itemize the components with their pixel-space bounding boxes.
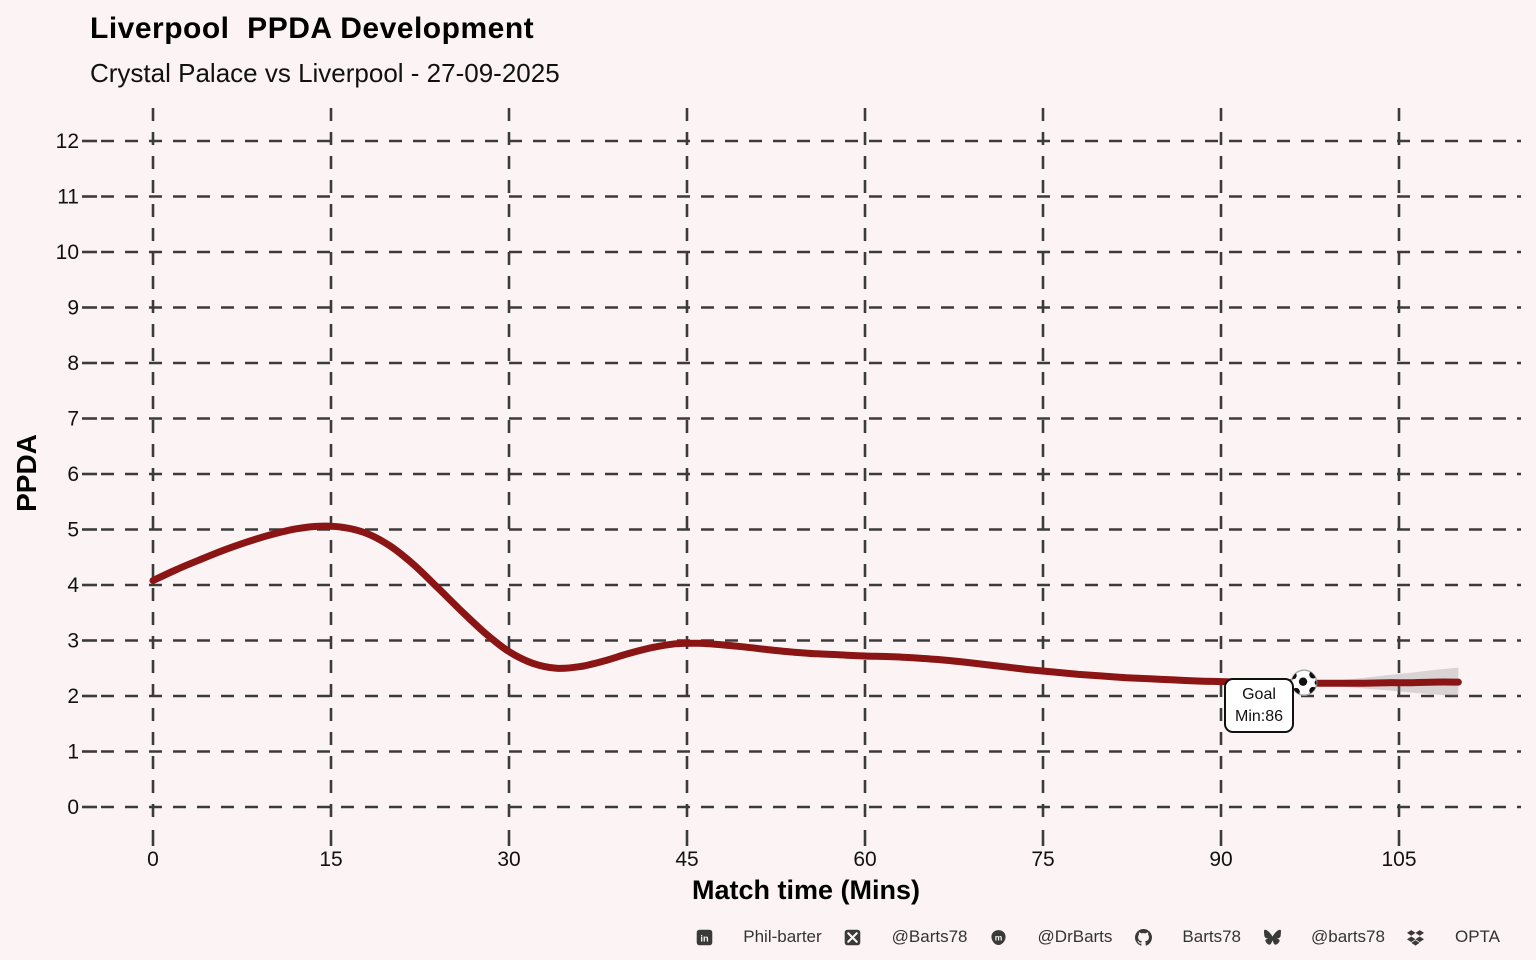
y-tick-label: 10 — [56, 241, 79, 264]
y-tick-label: 7 — [67, 408, 79, 431]
y-tick-label: 6 — [67, 463, 79, 486]
y-tick-label: 2 — [67, 685, 79, 708]
x-axis-label: Match time (Mins) — [691, 875, 921, 905]
soccer-ball-icon — [1290, 669, 1318, 696]
x-tick-label: 45 — [675, 848, 698, 871]
x-tick-label: 15 — [319, 848, 342, 871]
dropbox-icon — [1407, 928, 1425, 946]
x-tick-label: 0 — [147, 848, 159, 871]
x-tick-label: 60 — [853, 848, 876, 871]
linkedin-icon: in — [695, 928, 713, 946]
mastodon-icon: m — [990, 928, 1008, 946]
footer-credits: in Phil-barter @Barts78 m @DrBarts Barts… — [695, 923, 1500, 951]
y-tick-label: 3 — [67, 630, 79, 653]
x-tick-label: 105 — [1381, 848, 1416, 871]
goal-annotation-line1: Goal — [1242, 686, 1276, 703]
y-tick-label: 5 — [67, 519, 79, 542]
footer-label: @DrBarts — [1037, 927, 1113, 946]
y-tick-label: 12 — [56, 130, 79, 153]
footer-label: OPTA — [1454, 927, 1500, 946]
x-icon — [844, 928, 862, 946]
x-tick-label: 90 — [1209, 848, 1232, 871]
footer-item-github: Barts78 — [1134, 927, 1241, 947]
svg-text:m: m — [995, 932, 1003, 942]
y-tick-label: 9 — [67, 297, 79, 320]
y-tick-label: 4 — [67, 574, 79, 597]
chart-title: Liverpool PPDA Development — [90, 12, 535, 45]
footer-label: Barts78 — [1182, 927, 1241, 946]
footer-label: @barts78 — [1311, 927, 1385, 946]
chart-subtitle: Crystal Palace vs Liverpool - 27-09-2025 — [90, 58, 560, 88]
y-tick-label: 0 — [67, 796, 79, 819]
goal-annotation: Goal Min:86 — [1224, 678, 1295, 734]
github-icon — [1134, 928, 1152, 946]
y-tick-label: 1 — [67, 741, 79, 764]
svg-text:in: in — [700, 933, 709, 943]
x-tick-label: 75 — [1031, 848, 1054, 871]
footer-item-x: @Barts78 — [844, 927, 968, 947]
footer-item-linkedin: in Phil-barter — [695, 927, 822, 947]
goal-annotation-line2: Min:86 — [1235, 707, 1284, 725]
footer-item-mastodon: m @DrBarts — [990, 927, 1113, 947]
footer-item-dropbox: OPTA — [1407, 927, 1500, 947]
bluesky-butterfly-icon — [1263, 928, 1281, 946]
y-tick-label: 8 — [67, 352, 79, 375]
x-tick-label: 30 — [497, 848, 520, 871]
footer-item-bluesky: @barts78 — [1263, 927, 1385, 947]
ppda-curve — [149, 522, 1462, 687]
y-axis-label: PPDA — [11, 434, 42, 512]
footer-label: Phil-barter — [743, 927, 822, 946]
y-tick-label: 11 — [57, 186, 79, 209]
footer-label: @Barts78 — [891, 927, 968, 946]
